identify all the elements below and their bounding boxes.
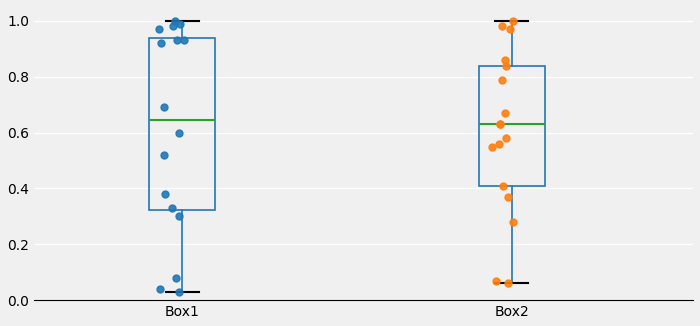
Point — [493, 141, 504, 146]
Point — [153, 27, 164, 32]
Point — [502, 281, 513, 286]
Point — [502, 194, 513, 200]
Point — [486, 144, 498, 149]
Point — [175, 21, 186, 26]
Point — [159, 152, 170, 157]
Point — [173, 214, 184, 219]
Point — [497, 24, 508, 29]
Point — [495, 122, 506, 127]
Point — [160, 191, 171, 197]
Point — [500, 63, 512, 68]
Point — [174, 289, 185, 294]
Point — [167, 205, 178, 211]
Point — [156, 41, 167, 46]
Point — [158, 105, 169, 110]
Point — [491, 278, 502, 283]
Point — [167, 24, 178, 29]
Point — [507, 18, 518, 23]
Point — [504, 27, 515, 32]
Point — [174, 130, 185, 135]
Point — [154, 287, 165, 292]
Point — [169, 18, 181, 23]
Point — [499, 57, 510, 63]
Point — [499, 111, 510, 116]
Point — [170, 275, 181, 280]
Point — [494, 122, 505, 127]
Point — [496, 77, 507, 82]
Point — [498, 183, 509, 188]
Point — [178, 38, 190, 43]
Point — [172, 38, 183, 43]
Point — [508, 219, 519, 225]
Point — [501, 136, 512, 141]
